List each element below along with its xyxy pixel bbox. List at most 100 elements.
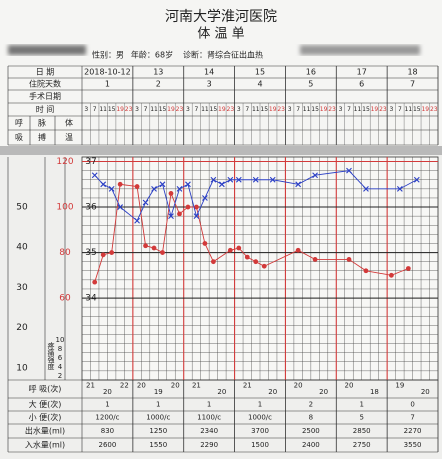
time: 23 bbox=[328, 106, 336, 113]
pulse-point bbox=[346, 256, 352, 262]
footer-value: 3550 bbox=[404, 441, 422, 449]
pain-tick-label: 10 bbox=[56, 336, 65, 344]
time: 19 bbox=[320, 106, 328, 113]
time: 15 bbox=[260, 106, 268, 113]
time: 7 bbox=[398, 106, 402, 113]
time: 3 bbox=[186, 106, 190, 113]
time: 19 bbox=[371, 106, 379, 113]
footer-value: 1550 bbox=[149, 441, 167, 449]
time: 23 bbox=[277, 106, 285, 113]
pulse-point bbox=[202, 241, 208, 246]
pulse-point bbox=[388, 272, 394, 278]
time: 19 bbox=[269, 106, 277, 113]
breath-value: 20 bbox=[103, 388, 112, 396]
temperature-tick-label: 37 bbox=[85, 157, 96, 167]
footer-value: 1000/c bbox=[146, 414, 170, 422]
temperature-point bbox=[210, 176, 217, 183]
footer-value: 1500 bbox=[251, 441, 269, 449]
breath-tick-label: 40 bbox=[16, 243, 28, 253]
footer-value: 2400 bbox=[302, 441, 320, 449]
pulse-point bbox=[363, 268, 369, 274]
pulse-point bbox=[185, 204, 191, 210]
temperature-point bbox=[202, 195, 208, 201]
temperature-point bbox=[159, 181, 166, 188]
time: 23 bbox=[125, 106, 133, 113]
temperature-point bbox=[108, 185, 115, 192]
time: 19 bbox=[218, 106, 226, 113]
footer-value: 1250 bbox=[149, 427, 167, 435]
breath-value: 20 bbox=[171, 382, 180, 390]
footer-value: 7 bbox=[410, 414, 414, 422]
temperature-point bbox=[134, 217, 140, 224]
time: 15 bbox=[210, 106, 218, 113]
column-label: 温 bbox=[65, 133, 73, 142]
footer-value: 1 bbox=[105, 401, 109, 409]
time: 7 bbox=[347, 106, 351, 113]
date: 14 bbox=[204, 68, 214, 77]
footer-value: 2290 bbox=[200, 441, 218, 449]
footer-value: 2600 bbox=[99, 441, 117, 449]
breath-value: 18 bbox=[370, 388, 379, 396]
breath-value: 19 bbox=[395, 382, 404, 390]
footer-value: 2270 bbox=[404, 427, 422, 435]
gap bbox=[0, 146, 442, 155]
breath-value: 20 bbox=[319, 388, 328, 396]
breath-value: 20 bbox=[137, 382, 146, 390]
time: 11 bbox=[303, 106, 311, 113]
hospital-day: 7 bbox=[410, 80, 415, 89]
pulse-tick-label: 100 bbox=[56, 203, 73, 213]
time: 19 bbox=[167, 106, 175, 113]
blurred-id bbox=[300, 45, 420, 55]
footer-value: 1 bbox=[156, 401, 160, 409]
age: 年龄：68岁 bbox=[131, 50, 173, 60]
time: 7 bbox=[245, 106, 249, 113]
time: 23 bbox=[176, 106, 184, 113]
column-label: 吸 bbox=[15, 133, 23, 142]
pulse-point bbox=[117, 181, 123, 187]
temperature-point bbox=[269, 176, 276, 183]
hospital-day: 2 bbox=[156, 80, 161, 89]
footer-label: 出水量(ml) bbox=[25, 426, 65, 436]
breath-tick-label: 30 bbox=[16, 283, 28, 293]
pain-tick-label: 4 bbox=[58, 363, 63, 371]
pulse-tick-label: 80 bbox=[59, 248, 71, 258]
time: 7 bbox=[296, 106, 300, 113]
row-label: 日 期 bbox=[36, 68, 55, 77]
breath-value: 21 bbox=[86, 382, 95, 390]
temperature-tick-label: 35 bbox=[85, 248, 96, 258]
temperature-point bbox=[176, 185, 183, 192]
pulse-point bbox=[210, 259, 216, 265]
breath-tick-label: 20 bbox=[16, 323, 28, 333]
temperature-point bbox=[227, 176, 234, 183]
gender: 性别：男 bbox=[92, 50, 124, 60]
temperature-point bbox=[117, 204, 124, 210]
time: 15 bbox=[362, 106, 370, 113]
temperature-point bbox=[346, 167, 352, 174]
time: 23 bbox=[430, 106, 438, 113]
pain-label: 疼痛强度 bbox=[47, 341, 55, 371]
hospital-name: 河南大学淮河医院 bbox=[165, 9, 277, 25]
time: 11 bbox=[252, 106, 260, 113]
footer-value: 1 bbox=[258, 401, 262, 409]
time: 3 bbox=[135, 106, 139, 113]
time: 11 bbox=[99, 106, 107, 113]
pulse-point bbox=[261, 263, 267, 269]
footer-value: 3700 bbox=[251, 427, 269, 435]
diagnosis: 诊断：肾综合征出血热 bbox=[183, 50, 263, 60]
time: 11 bbox=[201, 106, 209, 113]
pulse-point bbox=[143, 243, 148, 249]
time: 11 bbox=[150, 106, 158, 113]
footer-label: 入水量(ml) bbox=[25, 440, 65, 450]
hospital-day: 5 bbox=[308, 80, 313, 89]
time: 3 bbox=[84, 106, 88, 113]
pulse-point bbox=[109, 250, 115, 255]
footer-label: 大 便(次) bbox=[29, 399, 62, 409]
breath-value: 21 bbox=[192, 382, 201, 390]
pulse-point bbox=[194, 204, 199, 210]
temperature-point bbox=[185, 181, 191, 188]
footer-value: 2340 bbox=[200, 427, 218, 435]
footer-value: 8 bbox=[309, 414, 313, 422]
pain-tick-label: 2 bbox=[58, 372, 62, 380]
temperature-tick-label: 34 bbox=[85, 294, 97, 304]
footer-label: 小 便(次) bbox=[29, 412, 62, 422]
